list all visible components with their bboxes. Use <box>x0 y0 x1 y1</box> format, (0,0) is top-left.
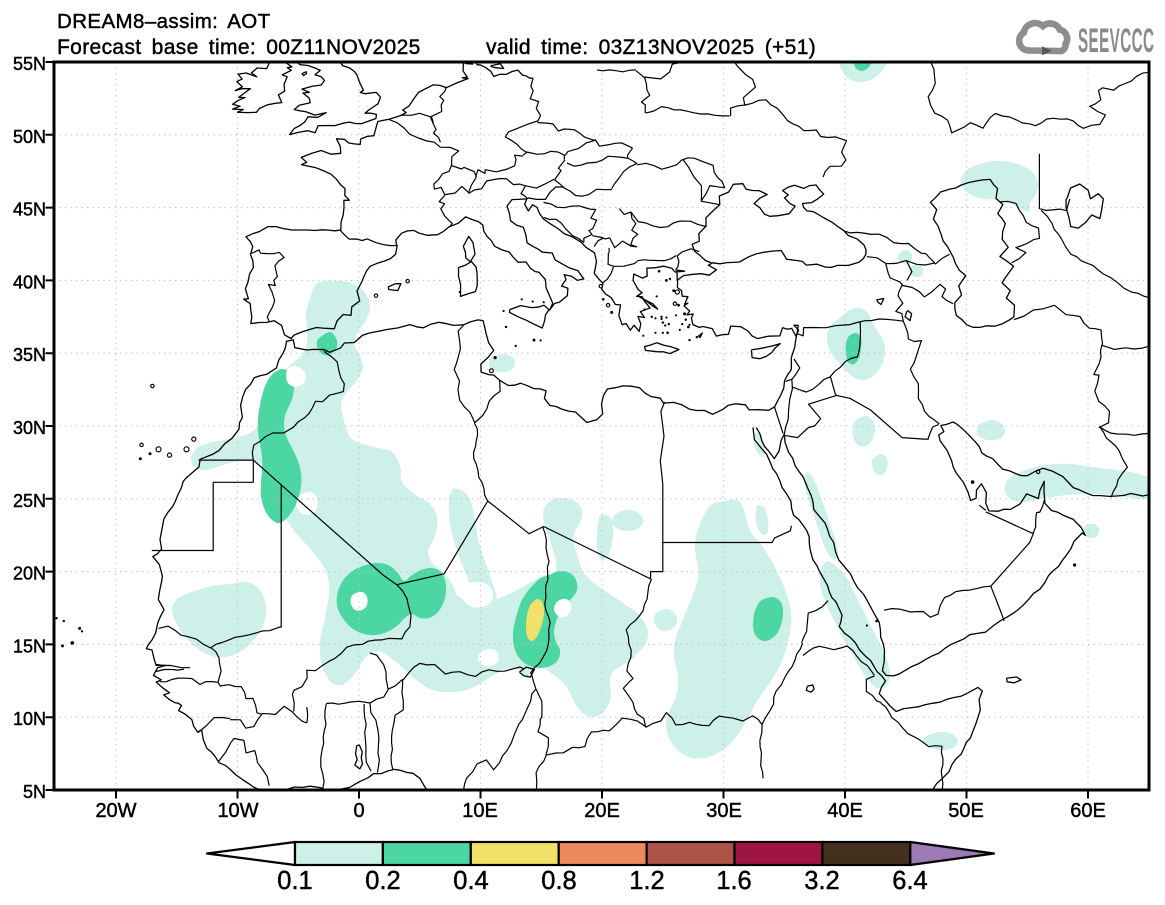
svg-text:15N: 15N <box>13 636 46 656</box>
svg-text:1.6: 1.6 <box>716 867 751 895</box>
svg-text:0.4: 0.4 <box>453 867 488 895</box>
svg-text:0: 0 <box>353 800 364 822</box>
svg-text:30E: 30E <box>706 800 742 822</box>
svg-text:10W: 10W <box>217 800 258 822</box>
svg-text:Forecast base time: 00Z11NOV20: Forecast base time: 00Z11NOV2025 <box>57 36 421 59</box>
svg-text:45N: 45N <box>13 200 46 220</box>
svg-text:10N: 10N <box>13 709 46 729</box>
svg-text:0.1: 0.1 <box>277 867 312 895</box>
svg-text:20N: 20N <box>13 564 46 584</box>
svg-text:50E: 50E <box>948 800 984 822</box>
svg-text:1.2: 1.2 <box>629 867 664 895</box>
svg-text:40E: 40E <box>827 800 863 822</box>
svg-text:35N: 35N <box>13 345 46 365</box>
svg-text:40N: 40N <box>13 272 46 292</box>
svg-text:SEEVCCC: SEEVCCC <box>1078 21 1154 60</box>
svg-text:25N: 25N <box>13 491 46 511</box>
svg-text:20E: 20E <box>584 800 620 822</box>
svg-text:3.2: 3.2 <box>804 867 839 895</box>
svg-text:valid time: 03Z13NOV2025 (+51): valid time: 03Z13NOV2025 (+51) <box>486 36 816 59</box>
svg-text:10E: 10E <box>462 800 498 822</box>
svg-text:0.8: 0.8 <box>541 867 576 895</box>
svg-text:5N: 5N <box>23 782 46 802</box>
svg-text:6.4: 6.4 <box>892 867 927 895</box>
svg-text:50N: 50N <box>13 127 46 147</box>
svg-text:20W: 20W <box>95 800 136 822</box>
svg-text:30N: 30N <box>13 418 46 438</box>
svg-text:0.2: 0.2 <box>365 867 400 895</box>
svg-text:55N: 55N <box>13 54 46 74</box>
svg-text:DREAM8–assim: AOT: DREAM8–assim: AOT <box>57 10 271 33</box>
svg-text:60E: 60E <box>1070 800 1106 822</box>
